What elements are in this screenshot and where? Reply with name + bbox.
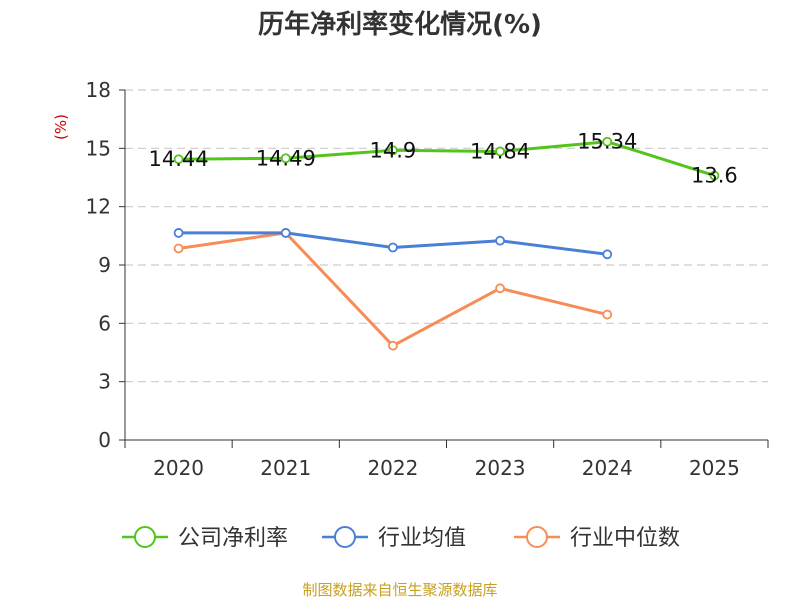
data-point <box>709 170 720 181</box>
data-point <box>495 283 505 294</box>
y-tick-label: 0 <box>98 428 111 452</box>
data-label: 14.44 <box>149 147 209 171</box>
series-line <box>178 140 715 177</box>
series-2 <box>173 228 613 260</box>
chart-title: 历年净利率变化情况(%) <box>258 9 542 40</box>
data-label: 14.49 <box>256 146 316 170</box>
data-label: 14.84 <box>470 139 530 163</box>
x-tick-label: 2021 <box>260 456 311 480</box>
x-tick-label: 2024 <box>582 456 633 480</box>
y-tick-label: 18 <box>86 78 111 102</box>
y-tick-label: 15 <box>86 136 111 160</box>
legend[interactable]: 公司净利率 行业均值 行业中位数 <box>122 526 680 551</box>
x-tick-label: 2023 <box>475 456 526 480</box>
x-tick-label: 2022 <box>367 456 418 480</box>
data-point <box>602 309 613 320</box>
data-label: 13.6 <box>691 164 738 188</box>
data-point <box>495 235 505 246</box>
x-tick-label: 2020 <box>153 456 204 480</box>
legend-item-2[interactable]: 行业均值 <box>322 526 466 551</box>
data-source-note: 制图数据来自恒生聚源数据库 <box>302 581 497 599</box>
legend-item-1[interactable]: 公司净利率 <box>122 526 288 551</box>
gridlines <box>125 89 768 383</box>
series-group: 14.44 14.49 14.9 14.84 15.34 13.6 <box>149 130 738 351</box>
legend-marker <box>526 526 548 548</box>
y-axis-unit-label: (%) <box>52 114 70 140</box>
data-point <box>280 228 291 238</box>
data-point <box>602 136 613 147</box>
legend-label: 行业中位数 <box>570 526 680 551</box>
legend-item-3[interactable]: 行业中位数 <box>514 526 680 551</box>
y-tick-label: 3 <box>98 370 111 394</box>
legend-label: 行业均值 <box>378 526 466 551</box>
y-tick-label: 6 <box>98 311 111 335</box>
data-point <box>602 249 613 260</box>
legend-marker <box>134 526 156 548</box>
series-1: 14.44 14.49 14.9 14.84 15.34 13.6 <box>149 130 738 188</box>
y-tick-label: 9 <box>98 253 111 277</box>
data-point <box>388 242 398 253</box>
data-label: 14.9 <box>370 138 417 162</box>
data-label: 15.34 <box>577 130 637 154</box>
data-point <box>495 146 505 157</box>
data-point <box>388 145 398 156</box>
x-tick-label: 2025 <box>689 456 740 480</box>
legend-marker <box>334 526 356 548</box>
data-point <box>280 153 291 164</box>
axes: 0 3 6 9 12 15 18 2020 2021 2022 2023 2024 2025 <box>86 78 769 480</box>
legend-label: 公司净利率 <box>178 526 288 551</box>
data-point <box>173 154 184 165</box>
data-point <box>388 340 398 351</box>
data-point <box>173 243 184 254</box>
y-tick-label: 12 <box>86 195 111 219</box>
data-point <box>173 228 184 238</box>
